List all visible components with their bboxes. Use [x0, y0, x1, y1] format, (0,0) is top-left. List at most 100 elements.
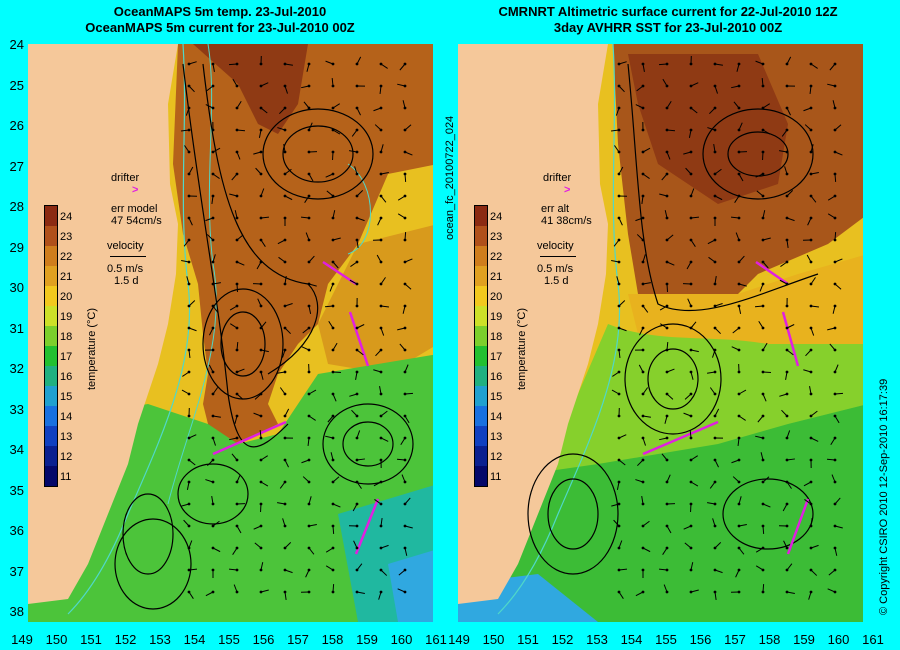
longitude-label: 160	[827, 632, 850, 647]
current-vector-head	[403, 458, 407, 462]
current-vector-head	[641, 62, 645, 66]
current-vector-head	[785, 546, 789, 550]
current-vector-head	[379, 370, 383, 374]
current-vector-head	[331, 568, 335, 572]
current-vector-head	[307, 150, 311, 154]
current-vector-head	[355, 84, 359, 88]
current-vector-head	[689, 84, 693, 88]
current-vector-head	[211, 304, 215, 308]
current-vector-head	[641, 194, 645, 198]
current-vector-head	[665, 590, 669, 594]
current-vector-head	[259, 128, 263, 132]
current-vector-head	[355, 282, 359, 286]
current-vector-head	[809, 84, 813, 88]
longitude-label: 156	[689, 632, 712, 647]
current-vector-head	[833, 84, 837, 88]
current-vector-head	[809, 590, 813, 594]
current-vector-head	[403, 260, 407, 264]
current-vector-head	[211, 150, 215, 154]
current-vector-head	[211, 414, 215, 418]
colorbar-tick-label: 23	[490, 231, 503, 243]
right-drifter-marker: >	[564, 184, 571, 196]
current-vector-head	[331, 260, 335, 264]
current-vector-head	[833, 106, 837, 110]
current-vector-head	[211, 502, 215, 506]
current-vector-head	[689, 106, 693, 110]
left-title-line1: OceanMAPS 5m temp. 23-Jul-2010	[113, 4, 327, 19]
current-vector-head	[617, 172, 621, 176]
colorbar-swatch	[475, 426, 487, 446]
current-vector-head	[641, 84, 645, 88]
current-vector-head	[761, 392, 765, 396]
current-vector-head	[785, 84, 789, 88]
current-vector-head	[809, 546, 813, 550]
current-vector-head	[283, 238, 287, 242]
current-vector-head	[713, 414, 717, 418]
current-vector-head	[211, 106, 215, 110]
latitude-label: 35	[9, 482, 24, 498]
current-vector-head	[307, 238, 311, 242]
longitude-label: 158	[321, 632, 344, 647]
left-colorbar-title: temperature (°C)	[86, 307, 98, 390]
right-map-panel[interactable]	[458, 44, 863, 622]
current-vector-head	[689, 458, 693, 462]
current-vector-head	[187, 590, 191, 594]
left-colorbar	[44, 205, 58, 487]
current-vector-head	[689, 436, 693, 440]
current-vector-head	[307, 62, 311, 66]
colorbar-swatch	[45, 306, 57, 326]
current-vector-head	[235, 106, 239, 110]
current-vector-head	[379, 568, 383, 572]
current-vector-head	[785, 370, 789, 374]
current-vector-head	[355, 150, 359, 154]
current-vector-head	[355, 568, 359, 572]
colorbar-tick-label: 13	[490, 431, 503, 443]
current-vector-head	[737, 84, 741, 88]
current-vector-head	[761, 238, 765, 242]
current-vector-head	[737, 436, 741, 440]
current-vector-head	[785, 260, 789, 264]
longitude-label: 159	[356, 632, 378, 647]
left-map-panel[interactable]	[28, 44, 433, 622]
right-title-line2: 3day AVHRR SST for 23-Jul-2010 00Z	[553, 20, 783, 35]
current-vector-head	[665, 150, 669, 154]
current-vector-head	[355, 590, 359, 594]
longitude-label: 157	[724, 632, 746, 647]
current-vector-head	[211, 546, 215, 550]
current-vector-head	[211, 568, 215, 572]
current-vector-head	[665, 524, 669, 528]
colorbar-tick-label: 17	[60, 351, 73, 363]
current-vector-head	[641, 128, 645, 132]
current-vector-head	[641, 282, 645, 286]
current-vector-head	[641, 150, 645, 154]
current-vector-head	[379, 304, 383, 308]
current-vector-head	[307, 282, 311, 286]
current-vector-head	[617, 62, 621, 66]
current-vector-head	[259, 458, 263, 462]
current-vector-head	[761, 106, 765, 110]
longitude-label: 150	[482, 632, 505, 647]
current-vector-head	[641, 546, 645, 550]
current-vector-head	[187, 128, 191, 132]
current-vector-head	[737, 216, 741, 220]
current-vector-head	[403, 216, 407, 220]
current-vector-head	[259, 370, 263, 374]
current-vector-head	[713, 348, 717, 352]
current-vector-head	[403, 480, 407, 484]
current-vector-head	[665, 216, 669, 220]
current-vector-head	[355, 436, 359, 440]
colorbar-tick-label: 19	[60, 311, 73, 323]
current-vector-head	[235, 480, 239, 484]
current-vector-head	[355, 348, 359, 352]
current-vector-head	[307, 194, 311, 198]
current-vector-head	[187, 370, 191, 374]
current-vector-head	[833, 282, 837, 286]
bathymetry-contour	[67, 44, 191, 615]
current-vector-head	[283, 458, 287, 462]
current-vector-head	[331, 194, 335, 198]
current-vector-head	[617, 458, 621, 462]
current-vector-head	[665, 194, 669, 198]
current-vector-head	[283, 414, 287, 418]
drifter-tracks	[212, 260, 380, 555]
current-vector-head	[331, 590, 335, 594]
